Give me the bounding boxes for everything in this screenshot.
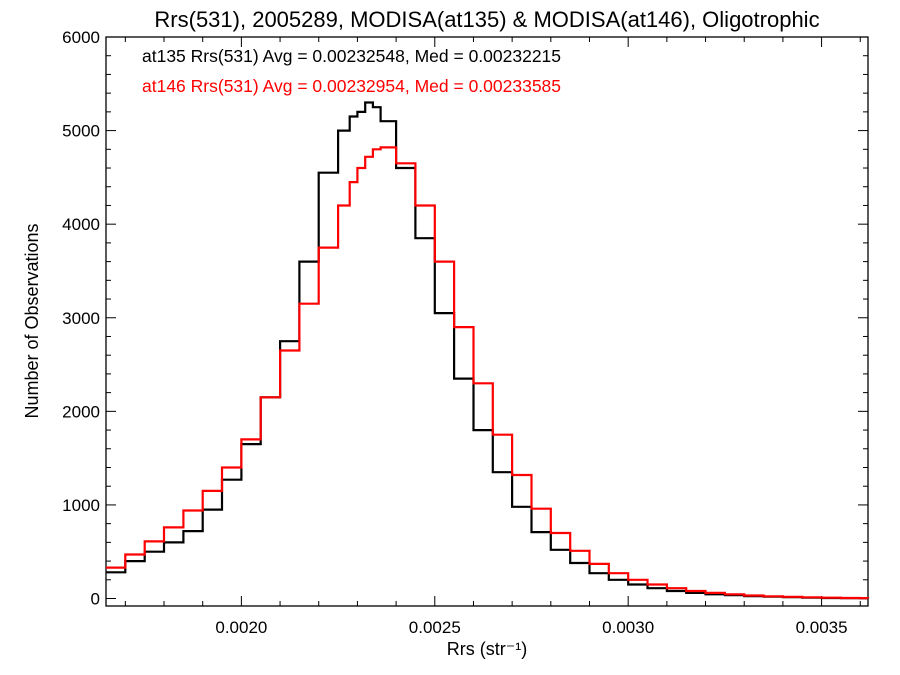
- x-tick-label: 0.0025: [409, 618, 461, 637]
- series-line-at135: [106, 101, 870, 600]
- y-tick-label: 2000: [62, 402, 100, 421]
- y-axis-label: Number of Observations: [22, 223, 42, 418]
- y-tick-label: 4000: [62, 215, 100, 234]
- y-tick-label: 3000: [62, 309, 100, 328]
- chart-title: Rrs(531), 2005289, MODISA(at135) & MODIS…: [154, 7, 819, 32]
- x-axis-label: Rrs (str⁻¹): [447, 639, 527, 659]
- series-annotation-at135: at135 Rrs(531) Avg = 0.00232548, Med = 0…: [142, 46, 561, 66]
- plot-frame: [105, 36, 869, 607]
- y-tick-label: 1000: [62, 496, 100, 515]
- y-tick-label: 5000: [62, 122, 100, 141]
- y-tick-label: 6000: [62, 28, 100, 47]
- x-tick-label: 0.0020: [215, 618, 267, 637]
- series-line-at146: [106, 146, 870, 600]
- y-tick-label: 0: [91, 590, 100, 609]
- series-annotation-at146: at146 Rrs(531) Avg = 0.00232954, Med = 0…: [142, 76, 561, 96]
- axis-ticks: 0.0020 0.0025 0.0030 0.0035 0 1000 2000 3000 400…: [62, 28, 868, 637]
- x-tick-label: 0.0035: [796, 618, 848, 637]
- histogram-lines: [106, 101, 870, 600]
- x-tick-label: 0.0030: [602, 618, 654, 637]
